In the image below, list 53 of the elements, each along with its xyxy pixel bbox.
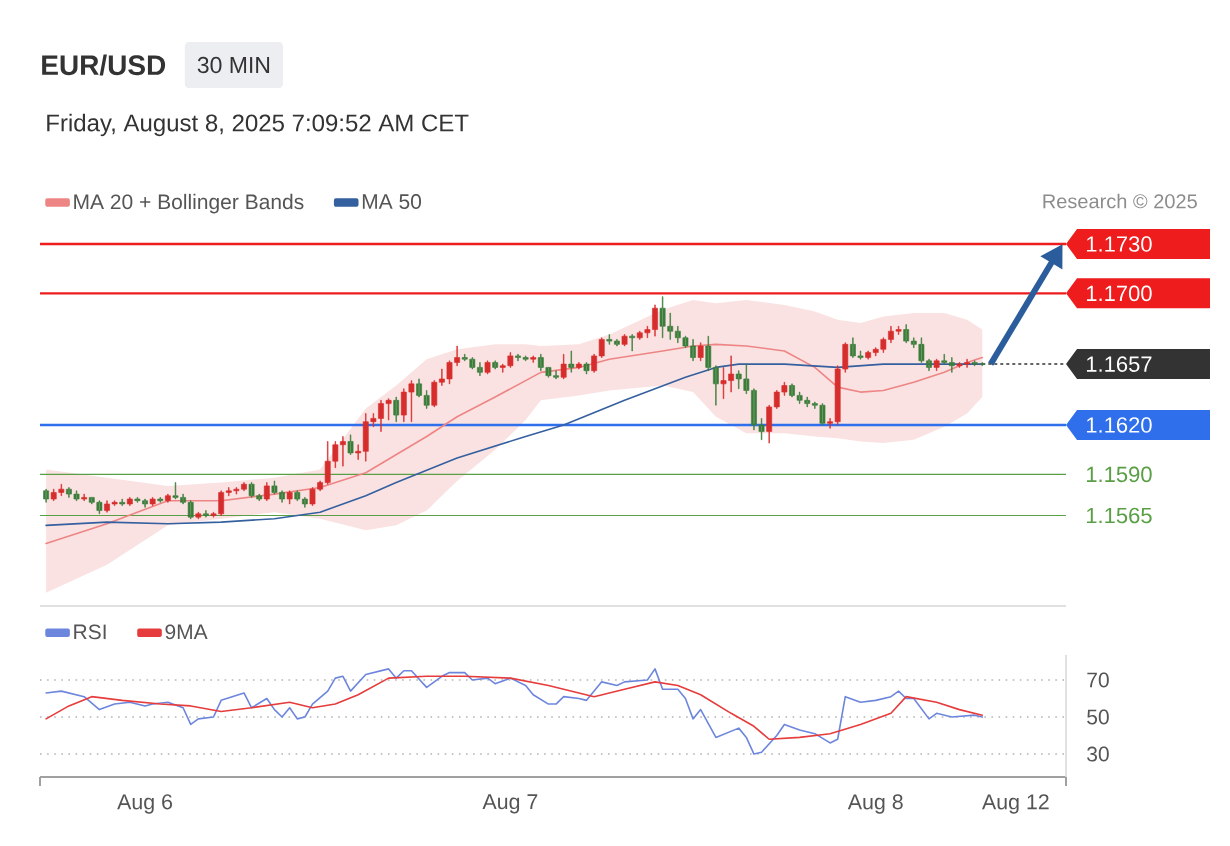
- candlestick: [560, 353, 567, 380]
- candlestick: [157, 497, 164, 503]
- text: Research © 2025: [1043, 193, 1197, 209]
- candlestick: [568, 350, 575, 373]
- candlestick: [484, 360, 491, 375]
- candlestick: [903, 324, 910, 344]
- candlestick: [933, 358, 940, 371]
- candlestick: [697, 342, 704, 362]
- candlestick: [149, 497, 156, 506]
- candlestick: [492, 360, 499, 370]
- legend-label: 9MA: [165, 624, 208, 640]
- legend-label: MA 20 + Bollinger Bands: [74, 193, 304, 214]
- candlestick: [583, 362, 590, 375]
- candlestick: [766, 404, 773, 444]
- candlestick: [263, 482, 270, 501]
- candlestick: [393, 396, 400, 423]
- candlestick: [948, 357, 955, 373]
- text: Aug 12: [981, 794, 1049, 814]
- candlestick: [126, 497, 133, 506]
- candlestick: [576, 362, 582, 370]
- candlestick: [43, 488, 49, 503]
- annotation: 1.1590: [1086, 466, 1152, 483]
- text: 30 MIN: [197, 56, 270, 74]
- candlestick: [286, 490, 293, 505]
- ref-line-label: 1.1730: [1086, 236, 1152, 252]
- y-tick-label: 70: [1087, 672, 1109, 688]
- line-series: [45, 675, 984, 741]
- chart-subtitle: Friday, August 8, 2025 7:09:52 AM CET: [47, 113, 469, 137]
- x-tick-label: Aug 6: [117, 794, 173, 814]
- x-tick-label: Aug 7: [482, 794, 538, 814]
- y-tick-label: 50: [1087, 709, 1109, 725]
- candlestick: [530, 355, 537, 363]
- candlestick: [195, 511, 202, 520]
- candlestick: [164, 493, 171, 503]
- ref-line-label: 1.1620: [1086, 417, 1152, 433]
- ref-line-label: 1.1700: [1086, 285, 1152, 302]
- x-tick-label: Aug 8: [847, 794, 903, 814]
- legend-label: RSI: [74, 624, 106, 640]
- chart-title: EUR/USD: [42, 54, 166, 76]
- candlestick: [971, 360, 978, 367]
- candlestick: [621, 334, 628, 347]
- candlestick: [203, 510, 209, 518]
- candlestick: [941, 353, 948, 365]
- candlestick: [347, 434, 354, 455]
- candlestick: [629, 334, 636, 352]
- ref-line-label: 1.1657: [1086, 356, 1152, 372]
- candlestick: [355, 444, 362, 460]
- candlestick: [979, 362, 986, 367]
- y-tick-label: 30: [1087, 746, 1109, 762]
- candlestick: [81, 493, 88, 501]
- legend-label: MA 50: [362, 194, 422, 209]
- annotation: 1.1565: [1086, 507, 1152, 524]
- candlestick: [119, 498, 126, 506]
